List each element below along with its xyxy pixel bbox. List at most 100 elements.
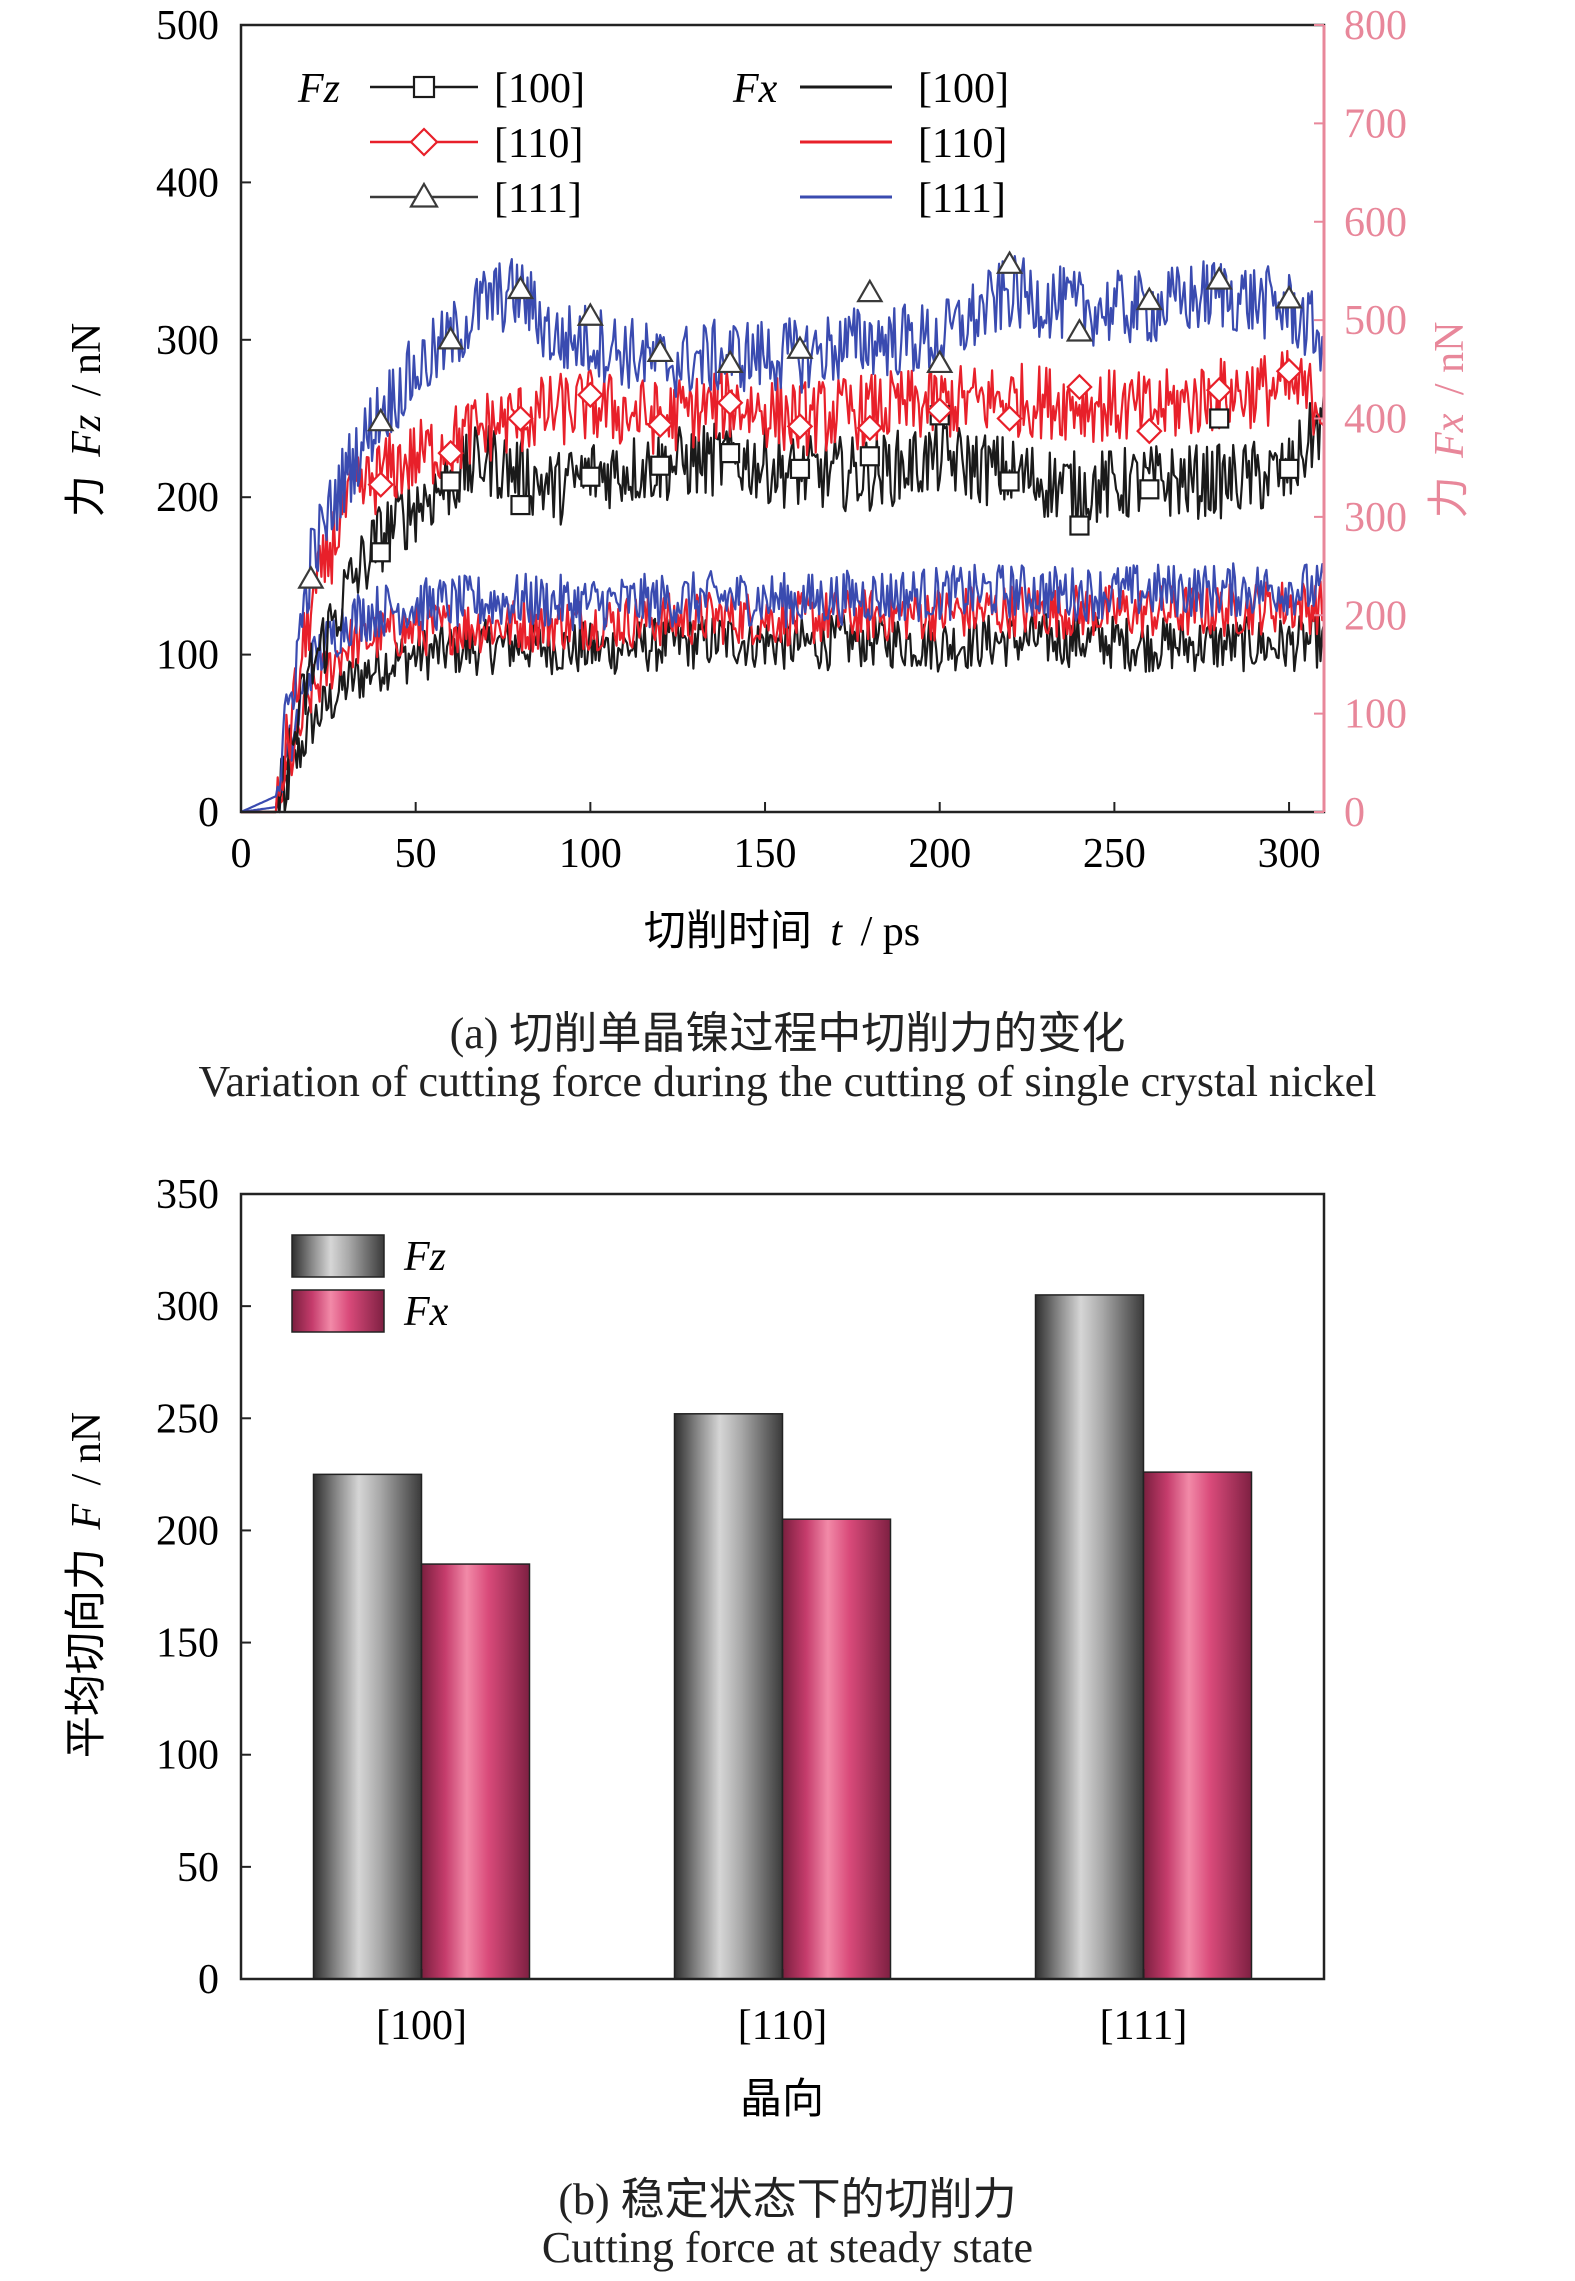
- data-marker-triangle: [297, 565, 325, 589]
- legend-fz-111-label: [111]: [494, 176, 582, 222]
- x-tick-label: 100: [559, 831, 622, 877]
- data-marker-square: [370, 542, 391, 563]
- data-marker-square: [719, 443, 741, 464]
- series-line-fz-111: [240, 255, 1326, 813]
- bar-chart-axes: 0 50 100 150 200 250 300 350 [100] [110] [111]: [156, 1172, 1187, 2049]
- data-marker-triangle: [506, 275, 535, 300]
- data-marker-triangle: [646, 338, 674, 363]
- x-tick-label: 200: [908, 831, 971, 877]
- bar-y-tick-label: 150: [156, 1621, 219, 1667]
- data-marker-square: [1209, 408, 1230, 429]
- x-tick-label: 150: [734, 831, 797, 877]
- y2-tick-label: 100: [1344, 692, 1407, 738]
- data-marker-square: [650, 455, 671, 476]
- x-tick-label: 0: [231, 831, 252, 877]
- data-marker-triangle: [1135, 286, 1163, 311]
- y-tick-label: 200: [156, 475, 219, 521]
- y-axis-title-right: 力 Fx / nN: [1427, 322, 1473, 519]
- y2-tick-label: 700: [1344, 101, 1407, 147]
- legend-fz-label: Fz: [403, 1234, 446, 1280]
- line-chart-axes: 0 50 100 150 200 250 300 0 100 200 300 400 500 0 100 20…: [156, 3, 1407, 877]
- figure-b-caption-cn: (b) 稳定状态下的切削力: [558, 2175, 1017, 2224]
- y-tick-label: 300: [156, 318, 219, 364]
- data-marker-diamond: [646, 411, 674, 439]
- legend-fz-swatches: [370, 75, 478, 208]
- data-marker-triangle: [576, 302, 604, 326]
- data-marker-diamond: [856, 414, 884, 442]
- x-tick-label: 50: [395, 831, 437, 877]
- bar-y-tick-label: 0: [198, 1957, 219, 2003]
- figure-a-caption-en: Variation of cutting force during the cu…: [198, 1057, 1377, 1106]
- series-line-fx-111: [240, 562, 1326, 814]
- data-marker-diamond: [1136, 417, 1163, 445]
- legend-fx-var: Fx: [732, 66, 778, 112]
- y2-tick-label: 300: [1344, 495, 1407, 541]
- y2-tick-label: 0: [1344, 790, 1365, 836]
- legend-fz-110-label: [110]: [494, 121, 583, 167]
- series-line-fz-110: [241, 349, 1325, 814]
- data-marker-diamond: [926, 397, 953, 424]
- data-marker-diamond: [786, 413, 814, 440]
- data-marker-triangle: [1275, 284, 1303, 309]
- data-marker-triangle: [995, 250, 1024, 274]
- data-marker-square: [1139, 479, 1160, 500]
- data-marker-square: [1278, 458, 1300, 479]
- data-marker-diamond: [996, 405, 1023, 432]
- bar-y-tick-label: 200: [156, 1508, 219, 1554]
- bar-fz-111: [1034, 1294, 1145, 1980]
- bar-chart-legend: Fz Fx: [291, 1234, 449, 1335]
- legend-fx-110-label: [110]: [918, 121, 1007, 167]
- bar-category-label: [110]: [738, 2003, 827, 2049]
- data-marker-triangle: [437, 325, 465, 350]
- y2-tick-label: 600: [1344, 200, 1407, 246]
- y2-tick-label: 800: [1344, 3, 1407, 49]
- data-marker-diamond: [1275, 358, 1303, 385]
- data-marker-diamond: [367, 471, 394, 498]
- legend-fz-marker-diamond: [409, 127, 439, 157]
- y-tick-label: 500: [156, 3, 219, 49]
- data-marker-triangle: [716, 349, 744, 374]
- bar-chart-steady-force: 0 50 100 150 200 250 300 350 [100] [110] [111] Fz …: [64, 1172, 1326, 2123]
- legend-fx-100-label: [100]: [918, 66, 1009, 112]
- figure-b-caption-en: Cutting force at steady state: [541, 2223, 1034, 2272]
- y-axis-title-left: 力 Fz / nN: [64, 323, 110, 518]
- legend-fz-swatch: [291, 1234, 385, 1278]
- bar-fx-110: [781, 1518, 892, 1980]
- data-marker-triangle: [856, 278, 884, 303]
- legend-fx-swatch: [291, 1289, 385, 1333]
- bar-fx-111: [1142, 1471, 1253, 1980]
- line-chart-plot-data: [240, 250, 1326, 814]
- data-marker-triangle: [926, 349, 954, 374]
- y-tick-label: 400: [156, 160, 219, 206]
- x-tick-label: 300: [1258, 831, 1321, 877]
- y2-tick-label: 400: [1344, 397, 1407, 443]
- bar-y-tick-label: 250: [156, 1396, 219, 1442]
- series-line-fx-100: [241, 611, 1326, 814]
- bar-fx-100: [420, 1563, 531, 1980]
- bar-fz-100: [312, 1473, 423, 1980]
- bar-y-axis-title: 平均切向力 F / nN: [64, 1412, 110, 1758]
- data-marker-diamond: [1066, 373, 1093, 401]
- legend-fz-marker-square: [412, 75, 436, 99]
- legend-fx-swatches: [800, 85, 892, 199]
- legend-fx-label: Fx: [403, 1289, 449, 1335]
- bar-y-tick-label: 50: [177, 1845, 219, 1891]
- line-chart-legend: Fz Fx [100] [110] [111] [100] [110] [111…: [297, 66, 1009, 222]
- legend-fz-var: Fz: [297, 66, 340, 112]
- data-marker-triangle: [1065, 318, 1094, 342]
- bar-category-label: [100]: [376, 2003, 467, 2049]
- bar-x-axis-title: 晶向: [740, 2077, 824, 2123]
- legend-fx-111-label: [111]: [918, 176, 1006, 222]
- legend-fz-marker-triangle: [409, 181, 439, 208]
- data-marker-triangle: [367, 407, 395, 432]
- data-marker-triangle: [1205, 266, 1233, 290]
- data-marker-diamond: [577, 381, 604, 409]
- data-marker-diamond: [716, 389, 744, 417]
- bar-y-tick-label: 300: [156, 1284, 219, 1330]
- data-marker-square: [999, 471, 1020, 492]
- line-chart-cutting-force: 0 50 100 150 200 250 300 0 100 200 300 400 500 0 100 20…: [64, 3, 1473, 955]
- data-marker-diamond: [507, 405, 534, 432]
- figure-a-caption-cn: (a) 切削单晶镍过程中切削力的变化: [449, 1009, 1126, 1058]
- data-marker-square: [1069, 515, 1090, 536]
